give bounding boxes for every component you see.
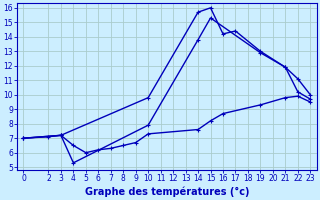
X-axis label: Graphe des températures (°c): Graphe des températures (°c) (85, 186, 249, 197)
